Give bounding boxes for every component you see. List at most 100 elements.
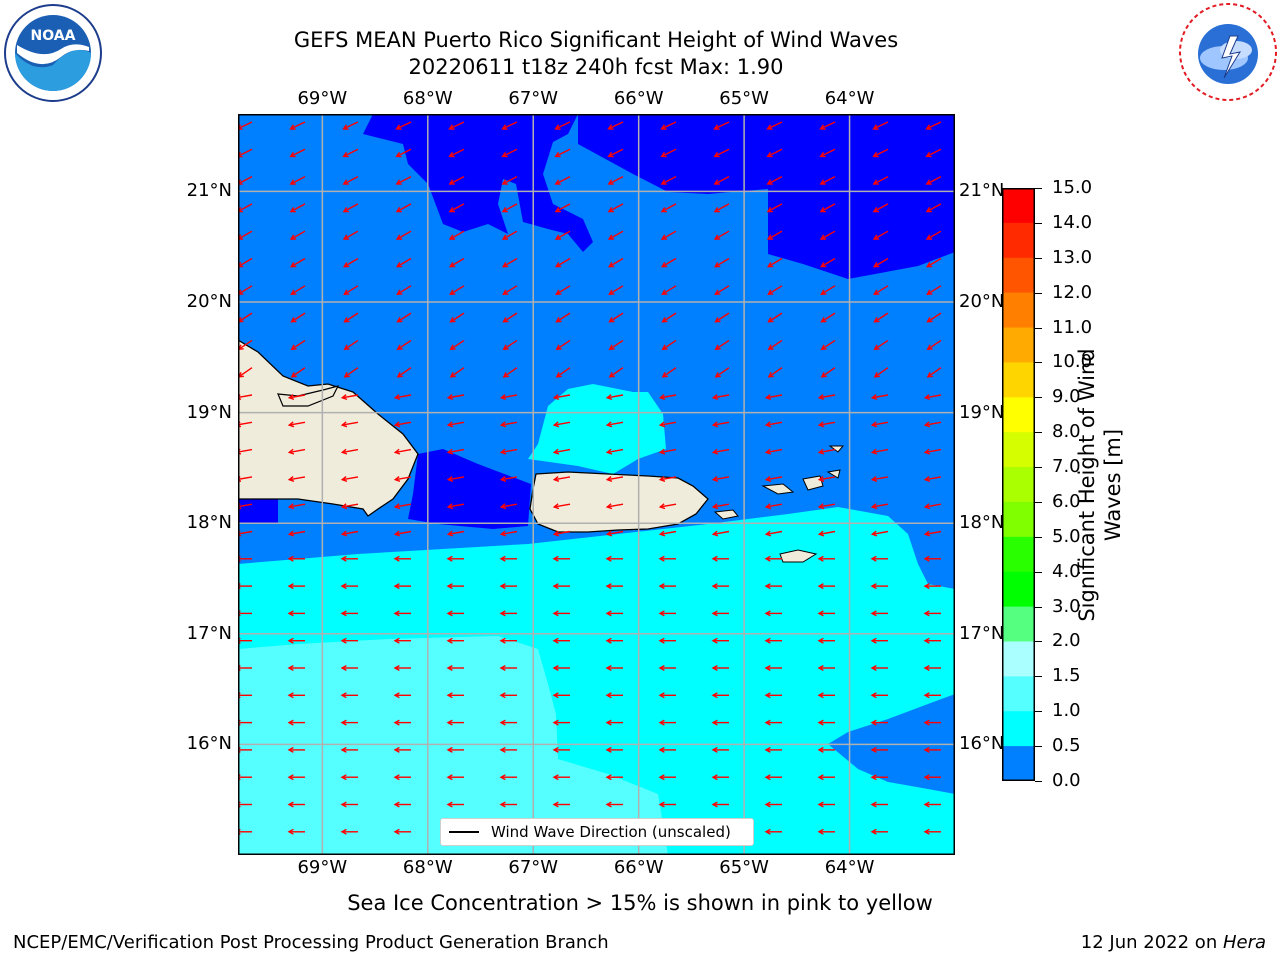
colorbar-tick-label: 1.5 [1052,665,1081,687]
wind-wave-arrowhead [925,151,932,158]
wind-wave-arrowhead [711,719,718,726]
wind-wave-arrowhead [393,610,400,617]
colorbar-tick-label: 9.0 [1052,386,1081,408]
wind-wave-arrowhead [767,317,774,323]
wind-wave-arrowhead [605,664,612,672]
wind-wave-arrow [501,448,518,454]
wind-wave-arrow [819,394,836,399]
wind-wave-arrow [661,148,677,158]
wind-wave-arrow [342,394,359,399]
wind-wave-arrowhead [711,421,719,428]
wind-wave-arrowhead [499,503,507,510]
wind-wave-arrowhead [713,206,720,213]
wind-wave-arrowhead [393,421,401,428]
wind-wave-arrow [503,285,518,295]
wind-wave-arrow [661,257,677,268]
wind-wave-arrowhead [238,179,243,185]
colorbar-tick-mark [1035,397,1042,399]
wind-wave-arrow [661,230,677,240]
wind-wave-arrow [555,175,571,185]
wind-wave-arrowhead [446,746,453,753]
wind-wave-arrowhead [607,234,615,240]
wind-wave-arrowhead [343,317,350,323]
wind-wave-arrow [238,312,253,323]
wind-wave-arrow [397,339,412,350]
colorbar-tick-label: 5.0 [1052,525,1081,547]
lon-tick-top: 68°W [402,88,453,109]
wind-wave-arrow [662,312,677,323]
wind-wave-arrowhead [393,774,400,781]
wind-wave-arrow [872,476,889,481]
wind-wave-arrowhead [446,801,453,808]
wind-wave-arrowhead [395,261,403,268]
wind-wave-arrowhead [290,317,297,323]
wind-wave-arrowhead [767,344,774,351]
wind-wave-arrow [556,312,571,323]
lon-tick-bottom: 66°W [613,857,664,878]
wind-wave-arrowhead [287,555,294,562]
wind-wave-arrow [396,257,412,268]
wind-wave-arrowhead [711,448,719,455]
wind-wave-arrowhead [660,124,667,130]
wind-wave-arrowhead [446,719,453,726]
wind-wave-arrowhead [817,448,825,455]
wind-wave-arrow [767,230,783,240]
wind-wave-arrowhead [340,664,347,672]
wind-wave-arrowhead [393,746,400,753]
wind-wave-arrowhead [658,664,665,672]
wind-wave-arrowhead [287,448,295,455]
colorbar-tick-mark [1035,432,1042,434]
wind-wave-arrow [449,148,465,158]
wind-wave-arrowhead [923,610,930,617]
wind-wave-arrowhead [499,801,506,808]
wind-wave-arrow [290,230,306,240]
wind-wave-arrowhead [819,234,827,240]
wind-wave-arrowhead [764,610,771,617]
wind-wave-arrowhead [448,206,455,213]
wind-wave-arrow [820,230,836,240]
wind-wave-arrow [821,339,836,350]
lon-tick-bottom: 67°W [508,857,559,878]
wind-wave-arrow [554,503,571,508]
wind-wave-arrow [290,175,306,185]
wind-wave-arrowhead [393,476,401,482]
band-0.0-0.5-monapassage [408,449,531,529]
wind-wave-arrow [661,203,677,213]
wind-wave-arrowhead [870,637,877,644]
virgin-island-1 [761,483,795,495]
wind-wave-arrowhead [395,234,403,240]
wind-wave-arrowhead [446,476,454,482]
wind-wave-arrowhead [290,289,297,295]
colorbar-segment [1002,188,1035,224]
wind-wave-arrow [768,312,783,323]
wind-wave-arrowhead [393,692,400,699]
wind-wave-arrow [767,121,783,130]
wind-wave-arrowhead [764,719,771,726]
wind-wave-arrowhead [923,530,931,537]
wind-wave-arrow [554,476,571,481]
wind-wave-arrowhead [396,372,403,378]
band-0.0-0.5-northcentral [363,114,593,252]
colorbar-segment [1002,711,1035,747]
wind-wave-arrowhead [340,610,347,617]
lat-tick-left: 19°N [186,401,232,423]
wind-wave-arrow [342,503,359,508]
wind-wave-arrowhead [658,503,666,510]
wind-wave-arrow [607,503,624,508]
wind-wave-arrowhead [817,476,825,482]
wind-wave-arrow [768,367,783,378]
wind-wave-arrowhead [552,555,559,562]
wind-wave-arrow [501,421,518,426]
wind-wave-arrow [609,367,624,378]
wind-wave-arrowhead [289,261,297,268]
wind-wave-arrow [926,203,942,213]
wind-wave-arrowhead [714,289,721,295]
wind-wave-arrow [819,421,836,426]
wind-wave-arrow [819,530,836,535]
wind-wave-arrowhead [449,289,456,295]
wind-wave-arrowhead [817,746,824,753]
wind-wave-arrow [501,503,518,508]
hispaniola-land [238,339,419,517]
wind-wave-arrowhead [448,179,455,185]
wind-wave-arrowhead [446,583,453,590]
